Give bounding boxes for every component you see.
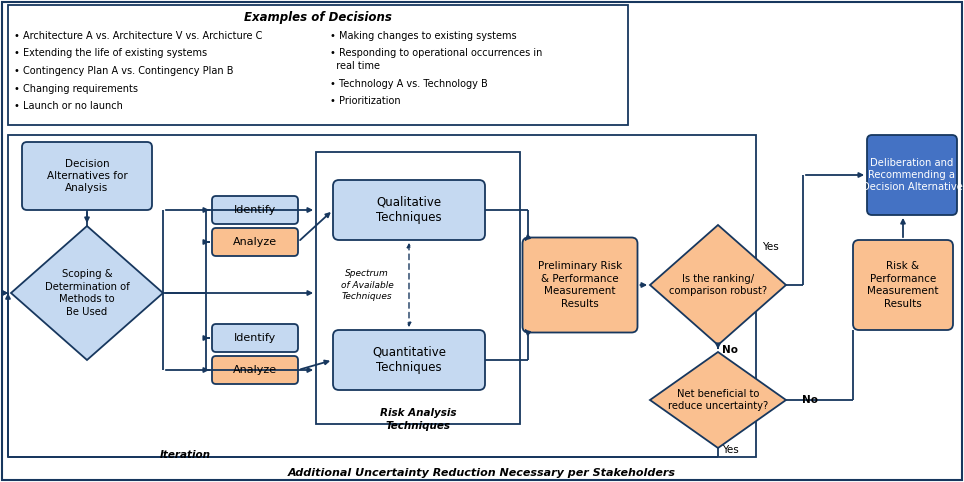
Text: No: No (722, 345, 738, 355)
Text: • Launch or no launch: • Launch or no launch (14, 101, 122, 111)
FancyBboxPatch shape (522, 238, 637, 333)
Text: Is the ranking/
comparison robust?: Is the ranking/ comparison robust? (669, 274, 767, 296)
Text: Iteration: Iteration (159, 450, 210, 460)
Text: • Contingency Plan A vs. Contingency Plan B: • Contingency Plan A vs. Contingency Pla… (14, 66, 233, 76)
Text: Identify: Identify (234, 205, 276, 215)
Text: Risk Analysis: Risk Analysis (380, 408, 456, 418)
FancyBboxPatch shape (212, 196, 298, 224)
Text: Risk &
Performance
Measurement
Results: Risk & Performance Measurement Results (868, 261, 939, 308)
FancyBboxPatch shape (853, 240, 953, 330)
Polygon shape (11, 226, 163, 360)
Polygon shape (650, 225, 786, 345)
Text: • Changing requirements: • Changing requirements (14, 83, 138, 94)
Text: real time: real time (330, 61, 380, 71)
Bar (8, 5, 628, 125)
Text: Quantitative
Techniques: Quantitative Techniques (372, 346, 446, 375)
Text: Spectrum
of Available
Techniques: Spectrum of Available Techniques (340, 269, 393, 301)
Text: Preliminary Risk
& Performance
Measurement
Results: Preliminary Risk & Performance Measureme… (538, 261, 622, 308)
Text: Net beneficial to
reduce uncertainty?: Net beneficial to reduce uncertainty? (668, 389, 768, 411)
Bar (316, 152, 520, 424)
Text: Examples of Decisions: Examples of Decisions (244, 11, 392, 24)
Text: Yes: Yes (722, 445, 738, 455)
FancyBboxPatch shape (212, 228, 298, 256)
Bar (8, 135, 756, 457)
Text: • Prioritization: • Prioritization (330, 96, 401, 106)
FancyBboxPatch shape (333, 330, 485, 390)
Text: Decision
Alternatives for
Analysis: Decision Alternatives for Analysis (46, 159, 127, 193)
Text: Yes: Yes (762, 242, 778, 252)
FancyBboxPatch shape (212, 324, 298, 352)
Text: • Responding to operational occurrences in: • Responding to operational occurrences … (330, 48, 543, 58)
Text: • Extending the life of existing systems: • Extending the life of existing systems (14, 49, 207, 58)
FancyBboxPatch shape (867, 135, 957, 215)
Text: Identify: Identify (234, 333, 276, 343)
Text: Additional Uncertainty Reduction Necessary per Stakeholders: Additional Uncertainty Reduction Necessa… (288, 468, 676, 478)
Text: Deliberation and
Recommending a
Decision Alternative: Deliberation and Recommending a Decision… (862, 158, 962, 192)
FancyBboxPatch shape (212, 356, 298, 384)
FancyBboxPatch shape (22, 142, 152, 210)
Text: Analyze: Analyze (233, 365, 277, 375)
Text: Techniques: Techniques (386, 421, 450, 431)
Polygon shape (650, 352, 786, 448)
Text: • Making changes to existing systems: • Making changes to existing systems (330, 31, 517, 41)
Text: No: No (802, 395, 818, 405)
Text: • Architecture A vs. Architecture V vs. Archicture C: • Architecture A vs. Architecture V vs. … (14, 31, 262, 41)
Text: • Technology A vs. Technology B: • Technology A vs. Technology B (330, 79, 488, 89)
FancyBboxPatch shape (333, 180, 485, 240)
Text: Scoping &
Determination of
Methods to
Be Used: Scoping & Determination of Methods to Be… (44, 269, 129, 317)
Text: Qualitative
Techniques: Qualitative Techniques (376, 196, 442, 225)
Text: Analyze: Analyze (233, 237, 277, 247)
